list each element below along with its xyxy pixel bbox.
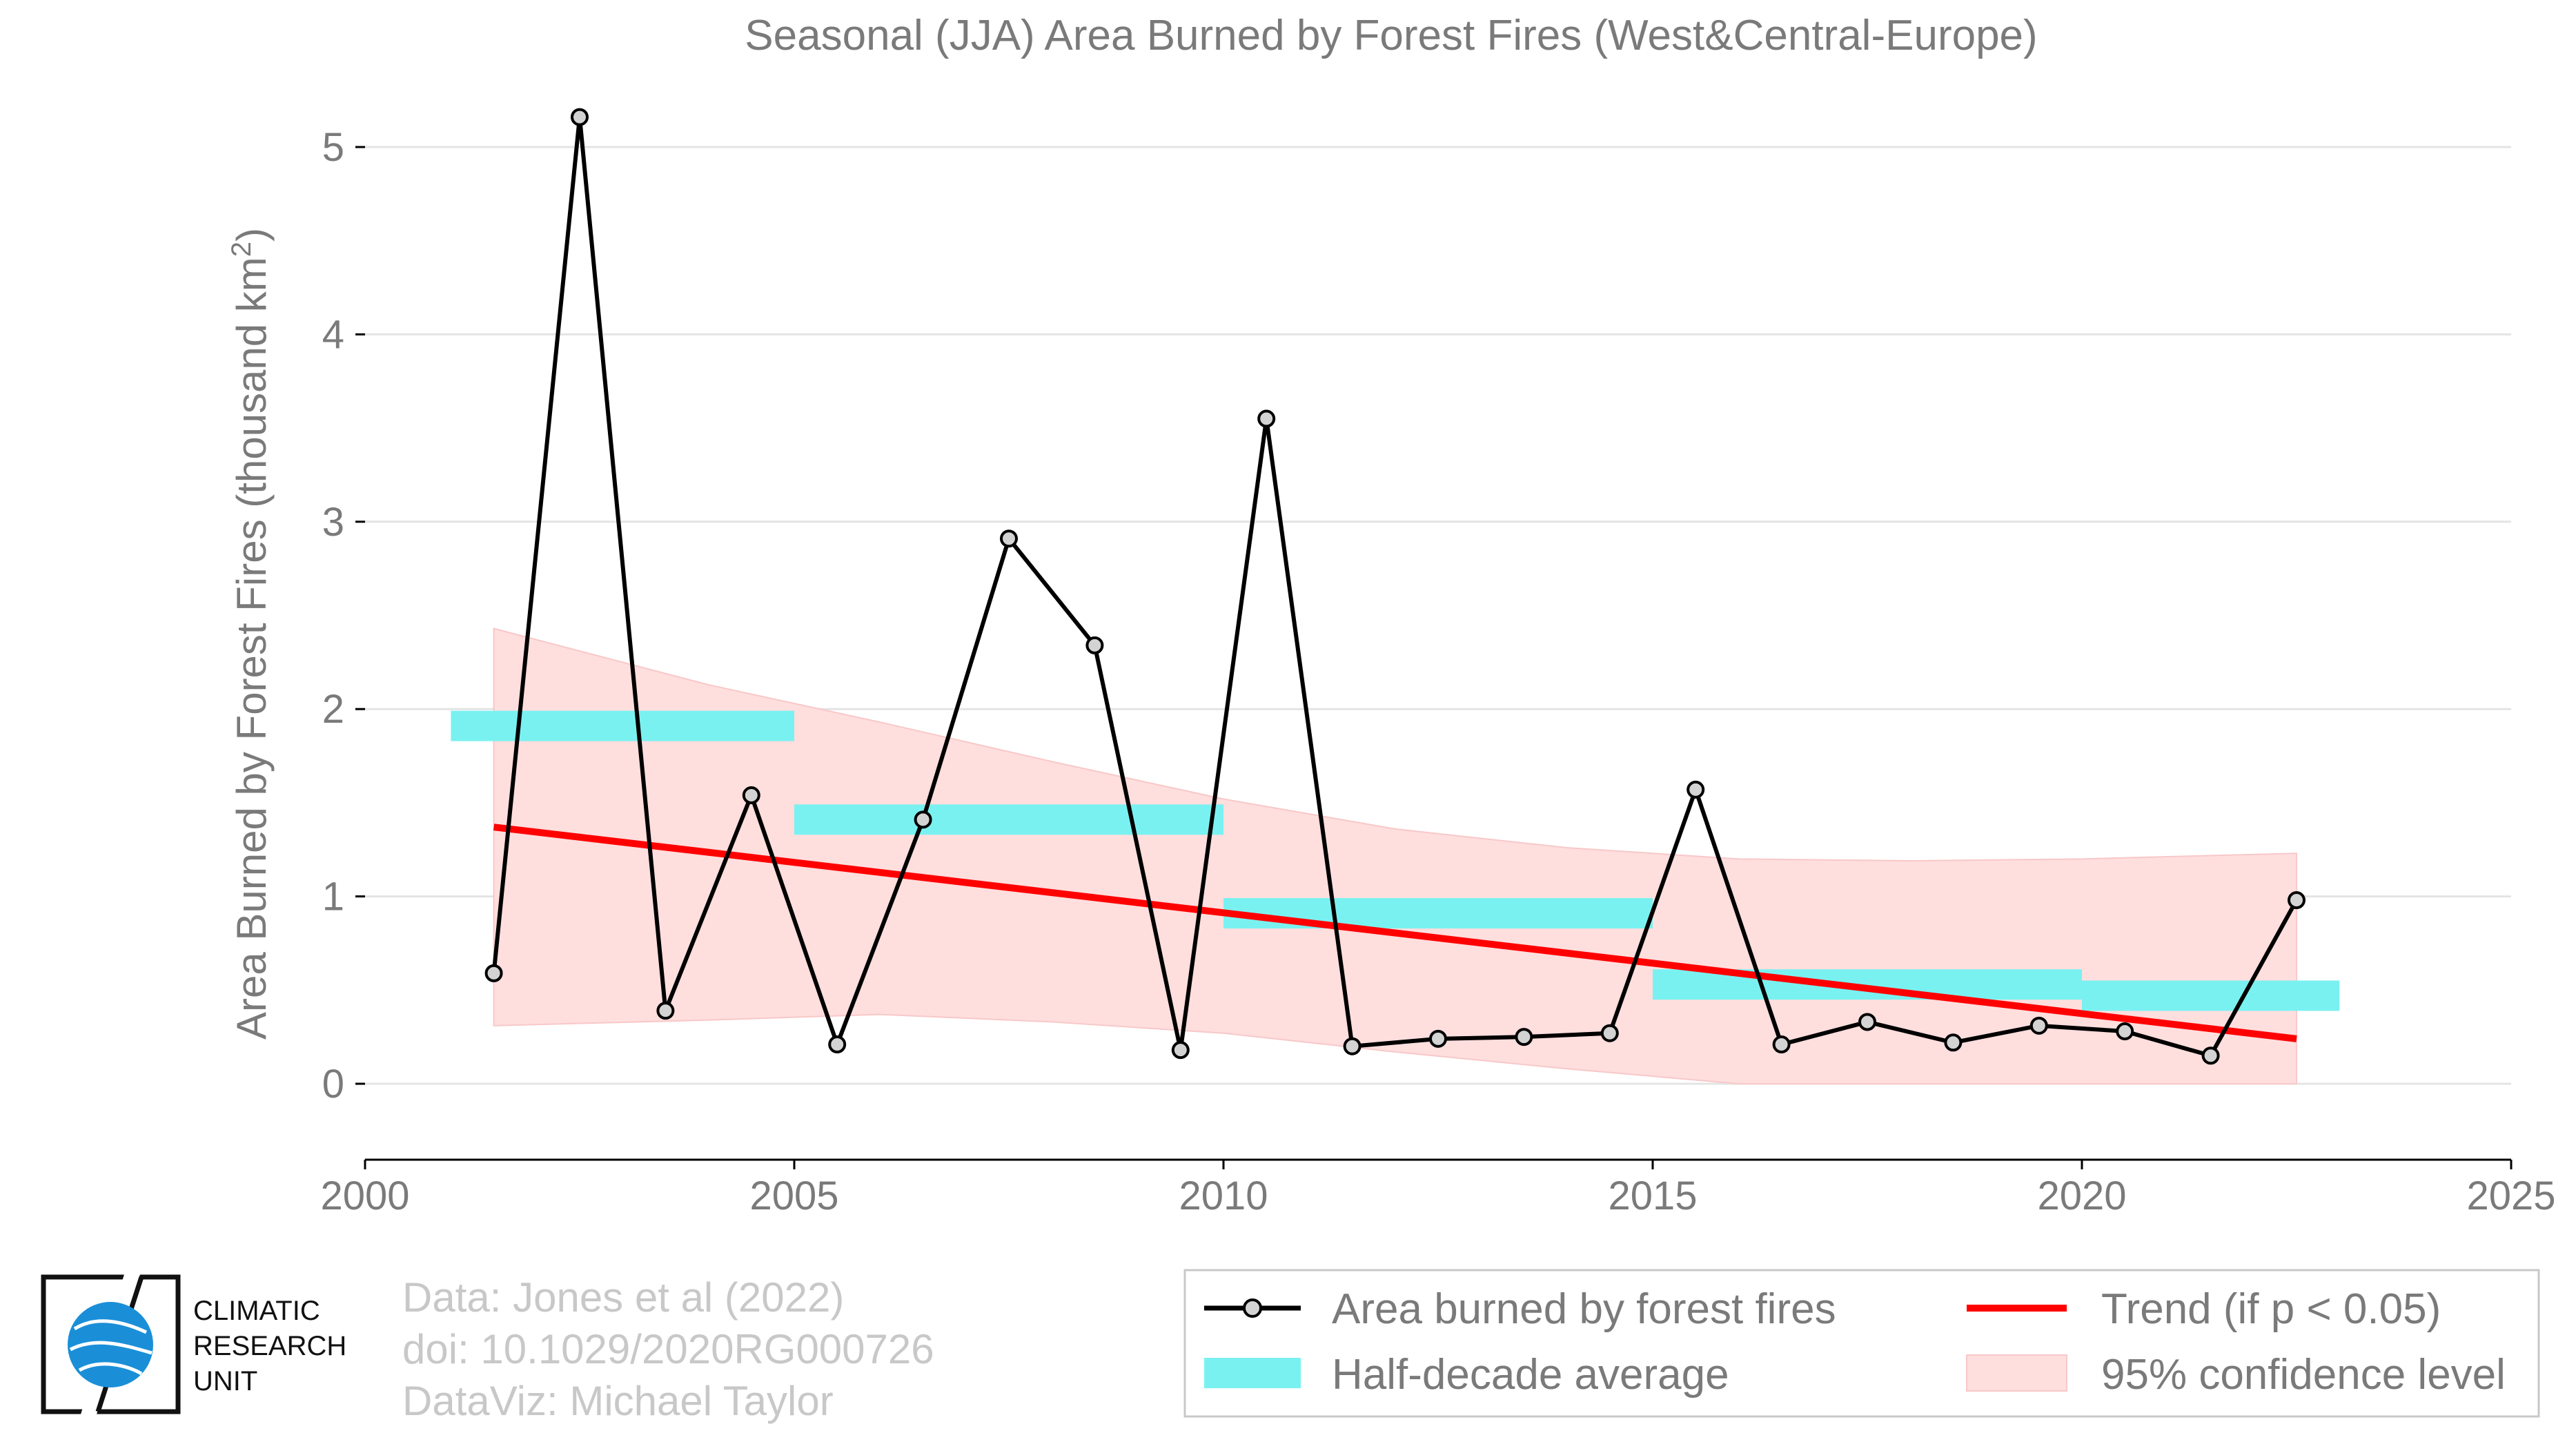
y-tick-label: 5 <box>322 125 344 170</box>
x-tick-label: 2010 <box>1179 1174 1268 1218</box>
x-tick-label: 2025 <box>2466 1174 2555 1218</box>
y-axis-label-superscript: 2 <box>226 242 257 257</box>
area-burned-point <box>1515 1028 1533 1046</box>
trend-line-group <box>493 824 2297 1042</box>
globe-swirl-2 <box>69 1341 153 1355</box>
y-axis-ticks: 0 1 2 3 4 5 <box>322 125 365 1107</box>
cru-logo: CLIMATIC RESEARCH UNIT <box>41 1264 346 1425</box>
legend: Area burned by forest fires Trend (if p … <box>1183 1269 2540 1418</box>
area-burned-point <box>1600 1024 1619 1042</box>
area-burned-point <box>1085 636 1104 654</box>
area-burned-point <box>914 810 932 829</box>
legend-label-trend: Trend (if p < 0.05) <box>2101 1285 2441 1333</box>
y-tick-label: 1 <box>322 875 344 919</box>
credit-data: Data: Jones et al (2022) <box>402 1274 844 1321</box>
area-burned-point <box>656 1002 675 1020</box>
area-burned-point <box>1343 1037 1361 1055</box>
x-tick-label: 2000 <box>320 1174 409 1218</box>
area-burned-point <box>2201 1046 2220 1065</box>
y-axis-label: Area Burned by Forest Fires (thousand km… <box>226 228 275 1040</box>
half-decade-bar <box>794 804 1223 835</box>
legend-box <box>1183 1269 2540 1418</box>
area-burned-line <box>491 115 2299 1058</box>
legend-swatch-half-decade <box>1204 1358 1301 1388</box>
y-tick-label: 2 <box>322 687 344 732</box>
area-burned-series <box>484 108 2305 1065</box>
credit-doi: doi: 10.1029/2020RG000726 <box>402 1326 934 1372</box>
area-burned-point <box>1000 529 1018 548</box>
cru-logo-frame <box>41 1274 181 1414</box>
cru-logo-text-2: RESEARCH <box>193 1331 346 1361</box>
x-tick-label: 2015 <box>1608 1174 1697 1218</box>
legend-label-series: Area burned by forest fires <box>1332 1285 1836 1333</box>
area-burned-point <box>2288 891 2305 910</box>
area-burned-point <box>571 108 589 126</box>
area-burned-point <box>1858 1013 1876 1031</box>
globe-swirl-1 <box>73 1319 148 1334</box>
y-axis-label-main: Area Burned by Forest Fires (thousand km <box>228 257 275 1040</box>
y-axis-label-close: ) <box>228 228 275 242</box>
cru-logo-text-3: UNIT <box>193 1366 257 1396</box>
y-tick-label: 4 <box>322 312 344 357</box>
area-burned-point <box>828 1035 847 1054</box>
y-tick-label: 3 <box>322 500 344 545</box>
area-burned-point <box>1772 1035 1791 1054</box>
cru-logo-text-1: CLIMATIC <box>193 1296 320 1326</box>
half-decade-bar <box>451 710 794 741</box>
area-burned-point <box>2029 1016 2048 1035</box>
chart-title: Seasonal (JJA) Area Burned by Forest Fir… <box>745 12 2037 59</box>
legend-swatch-marker <box>1243 1298 1262 1318</box>
area-burned-point <box>1257 409 1276 428</box>
x-tick-label: 2005 <box>749 1174 838 1218</box>
globe-swirl-3 <box>78 1362 143 1376</box>
area-burned-point <box>1687 780 1705 799</box>
area-burned-point <box>1944 1033 1963 1052</box>
x-axis-ticks: 2000 2005 2010 2015 2020 2025 <box>320 1160 2556 1218</box>
area-burned-point <box>2116 1022 2134 1041</box>
area-burned-point <box>484 964 503 982</box>
legend-label-confidence: 95% confidence level <box>2101 1351 2506 1399</box>
area-burned-point <box>1171 1041 1190 1060</box>
area-burned-point <box>742 786 760 805</box>
legend-label-half-decade: Half-decade average <box>1332 1351 1729 1399</box>
credit-dataviz: DataViz: Michael Taylor <box>402 1378 834 1424</box>
x-tick-label: 2020 <box>2037 1174 2126 1218</box>
trend-line <box>493 824 2297 1042</box>
area-burned-point <box>1429 1029 1447 1048</box>
legend-swatch-confidence <box>1966 1354 2067 1392</box>
half-decade-bar <box>1223 898 1653 929</box>
y-tick-label: 0 <box>322 1062 344 1107</box>
half-decade-bar <box>2082 980 2340 1011</box>
